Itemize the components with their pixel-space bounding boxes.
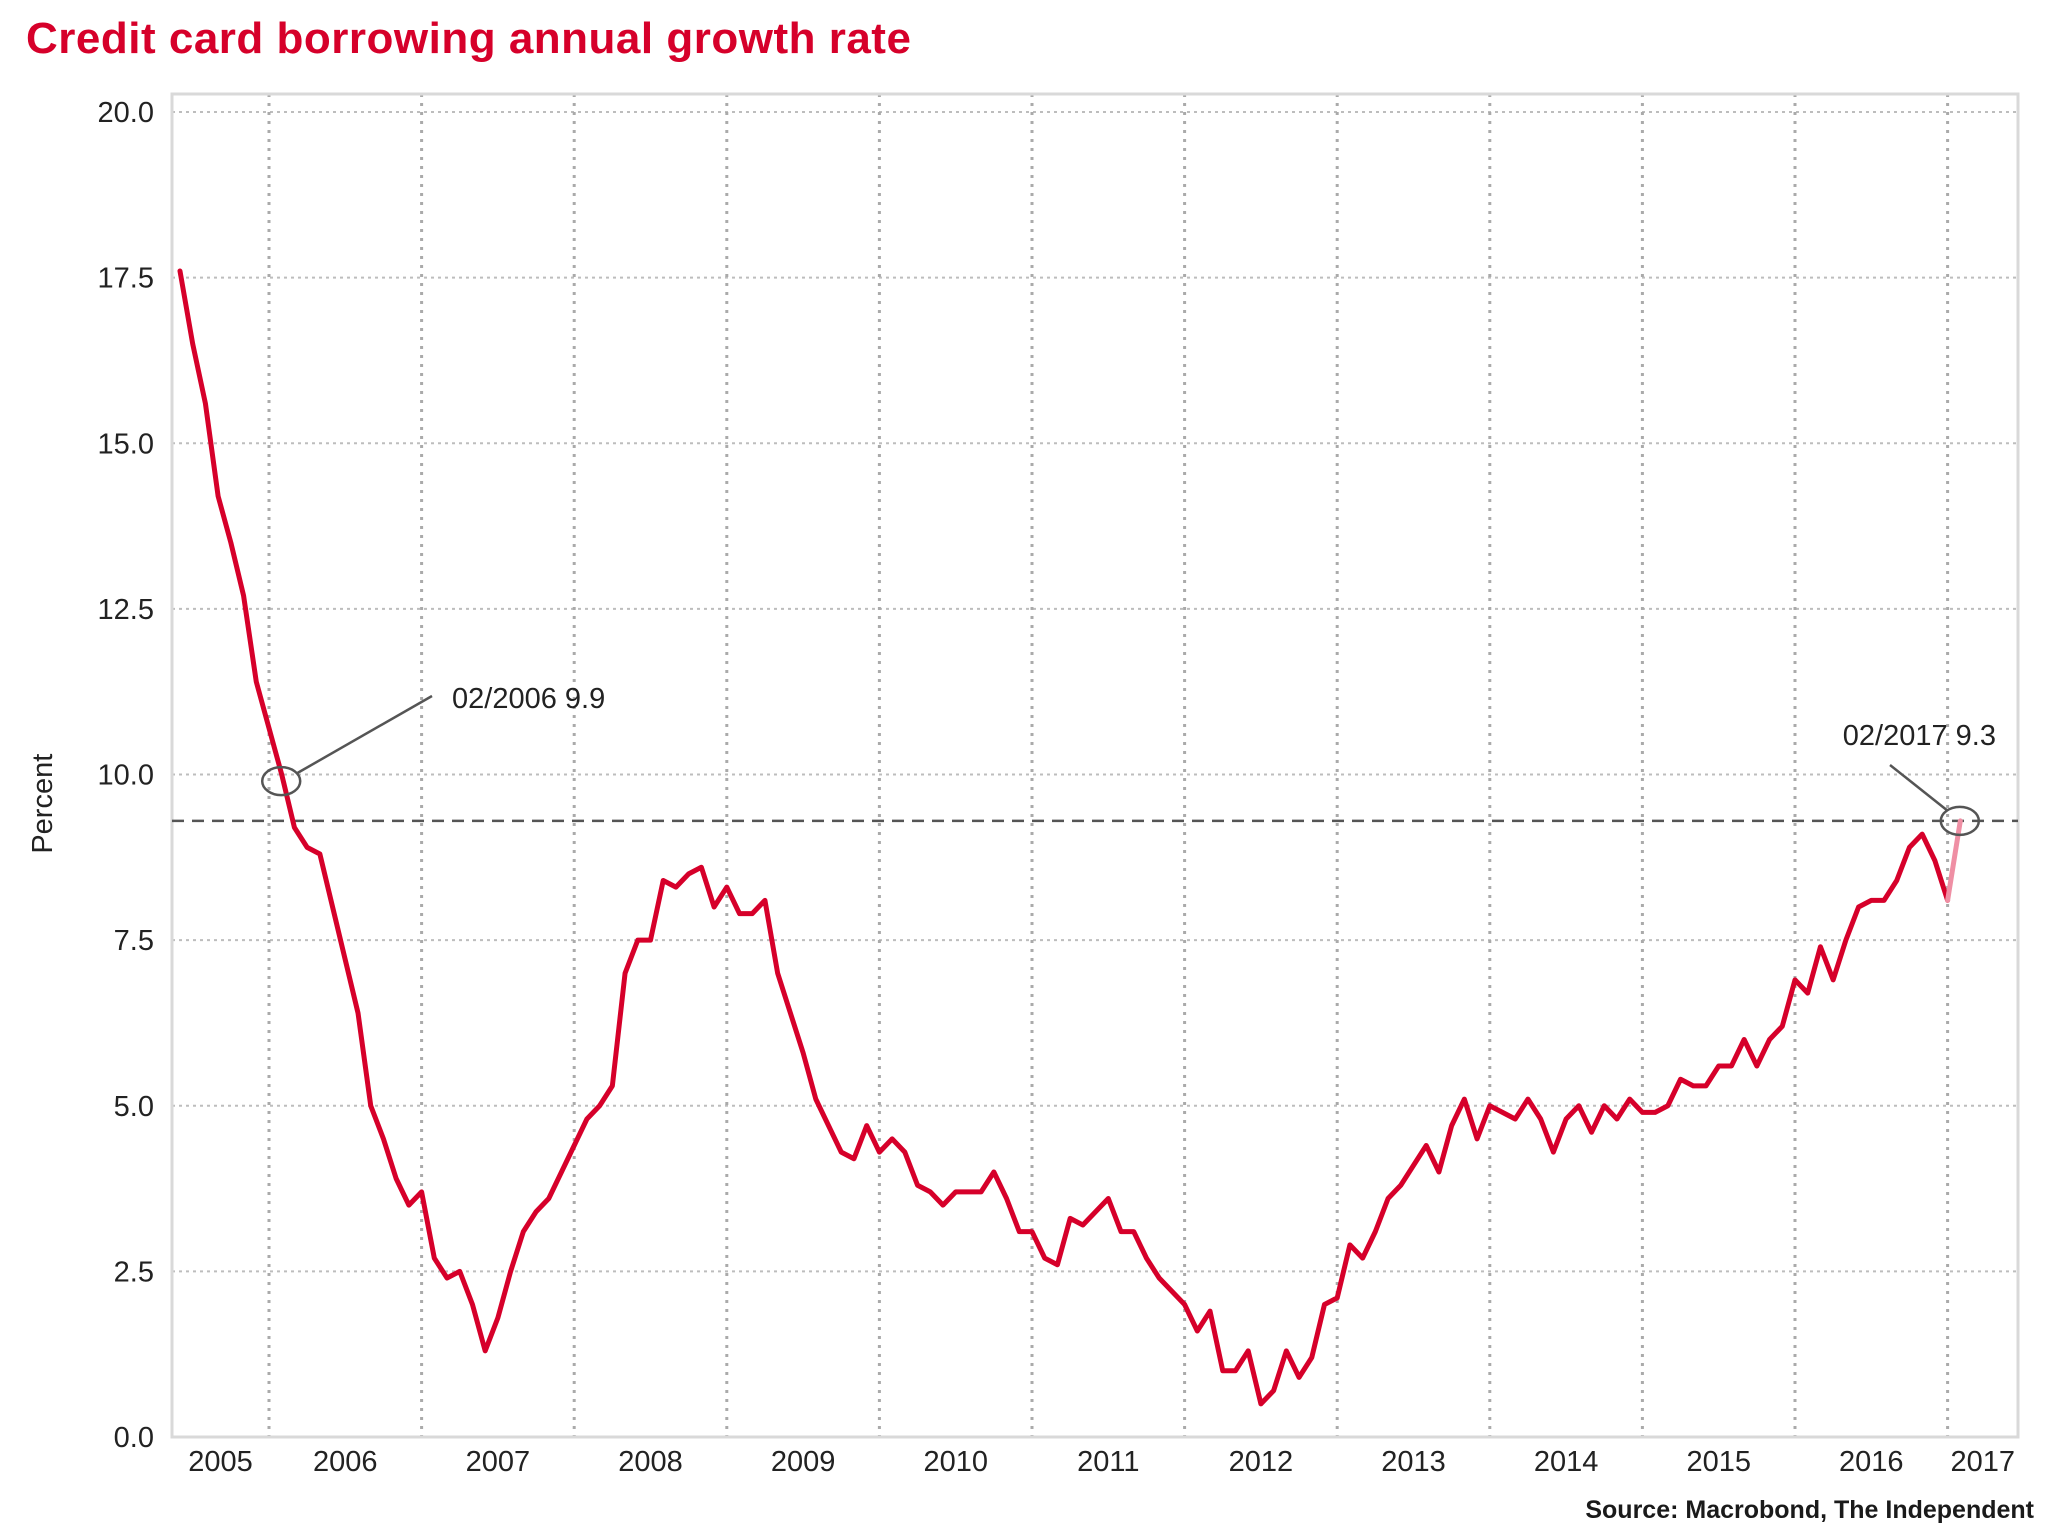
y-axis-ticks: 0.0 2.5 5.0 7.5 10.0 12.5 15.0 17.5 20.0: [98, 97, 154, 1454]
x-tick-label: 2013: [1381, 1446, 1446, 1478]
chart-title: Credit card borrowing annual growth rate: [26, 14, 912, 63]
x-axis-ticks: 2005 2006 2007 2008 2009 2010 2011 2012 2013 2014…: [188, 1446, 2015, 1478]
y-tick-label: 10.0: [98, 760, 154, 792]
x-tick-label: 2006: [313, 1446, 378, 1478]
y-axis-label: Percent: [27, 754, 59, 854]
x-tick-label: 2012: [1229, 1446, 1294, 1478]
y-tick-label: 7.5: [114, 925, 154, 957]
y-tick-label: 15.0: [98, 428, 154, 460]
x-tick-label: 2009: [771, 1446, 836, 1478]
y-tick-label: 5.0: [114, 1091, 154, 1123]
y-tick-label: 2.5: [114, 1256, 154, 1288]
x-tick-label: 2011: [1077, 1446, 1139, 1478]
x-tick-label: 2016: [1839, 1446, 1904, 1478]
y-tick-label: 0.0: [114, 1422, 154, 1454]
source-note: Source: Macrobond, The Independent: [1585, 1496, 2034, 1524]
y-tick-label: 12.5: [98, 594, 154, 626]
series-path: [177, 268, 1951, 1407]
y-tick-label: 17.5: [98, 263, 154, 295]
annotation-marker: [260, 765, 302, 797]
x-tick-label: 2017: [1951, 1446, 2016, 1478]
x-tick-label: 2014: [1534, 1446, 1599, 1478]
series-line: [177, 268, 1963, 1407]
y-tick-label: 20.0: [98, 97, 154, 129]
x-tick-label: 2010: [923, 1446, 988, 1478]
annotation-label: 02/2017 9.3: [1843, 720, 1996, 752]
x-tick-label: 2008: [618, 1446, 683, 1478]
x-tick-label: 2007: [466, 1446, 531, 1478]
x-tick-label: 2015: [1686, 1446, 1751, 1478]
gridlines: [172, 94, 2018, 1438]
annotation-label: 02/2006 9.9: [452, 683, 605, 715]
annotations: 02/2006 9.9 02/2017 9.3: [260, 683, 1996, 837]
x-tick-label: 2005: [188, 1446, 253, 1478]
annotation-leader: [1889, 764, 1949, 812]
annotation-leader: [296, 694, 433, 775]
line-chart: 0.02.55.07.510.012.515.017.520.0 2005 200…: [27, 92, 2020, 1478]
annotation-marker: [1939, 805, 1981, 837]
plot-frame: [170, 92, 2020, 1439]
